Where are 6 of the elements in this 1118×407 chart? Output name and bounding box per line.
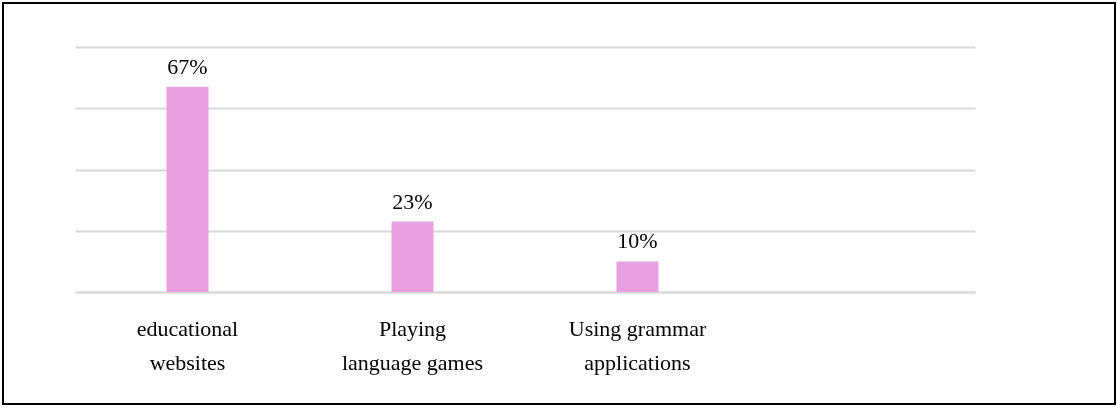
x-tick-label: Using grammar applications [568, 315, 707, 375]
x-tick-label: educational websites [136, 315, 239, 375]
data-label: 10% [617, 228, 658, 254]
x-tick-label: Playing language games [341, 315, 484, 375]
data-label: 67% [167, 53, 208, 79]
data-label: 23% [392, 188, 433, 214]
